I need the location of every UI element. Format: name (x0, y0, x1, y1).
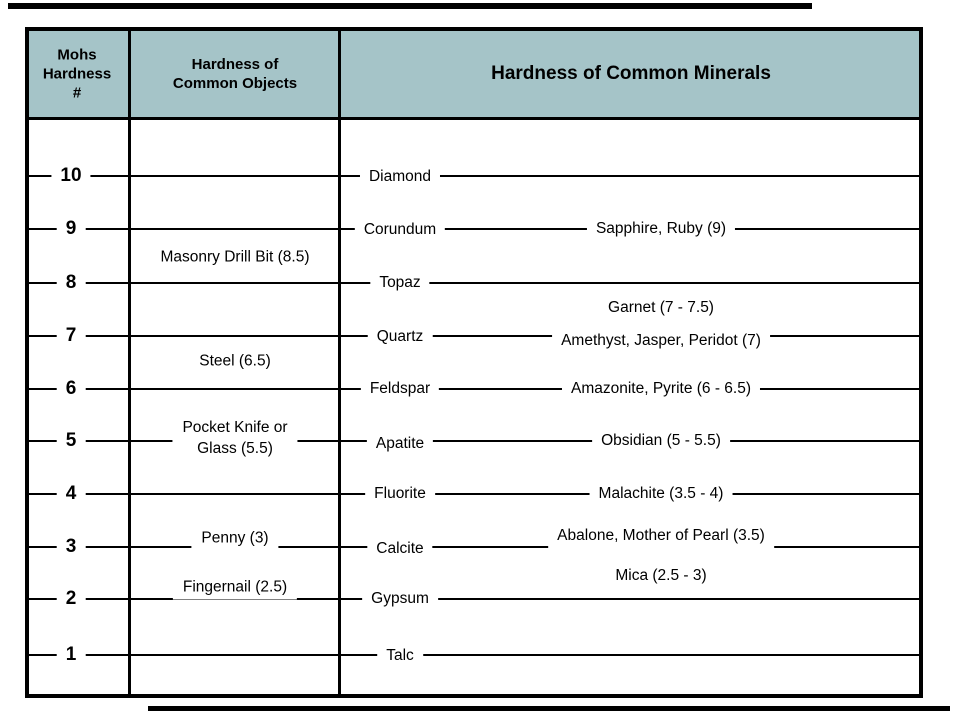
hardness-level-line-5 (29, 440, 919, 442)
hardness-level-line-2 (29, 598, 919, 600)
gem-example-label: Malachite (3.5 - 4) (589, 481, 733, 507)
common-object-label: Fingernail (2.5) (172, 574, 298, 600)
hardness-number-2: 2 (56, 586, 86, 612)
common-object-label: Steel (6.5) (189, 348, 281, 374)
hardness-number-9: 9 (56, 216, 86, 242)
table-header-band (29, 31, 919, 120)
gem-example-label: Garnet (7 - 7.5) (599, 295, 723, 321)
mineral-label: Feldspar (360, 376, 440, 402)
column-divider-2 (338, 27, 341, 698)
header-common-objects: Hardness of Common Objects (172, 56, 298, 92)
hardness-number-10: 10 (51, 163, 91, 189)
hardness-number-5: 5 (56, 428, 86, 454)
hardness-level-line-10 (29, 175, 919, 177)
column-divider-1 (128, 27, 131, 698)
hardness-level-line-7 (29, 335, 919, 337)
mineral-label: Calcite (367, 536, 433, 562)
hardness-number-3: 3 (56, 534, 86, 560)
hardness-number-1: 1 (56, 642, 86, 668)
hardness-level-line-9 (29, 228, 919, 230)
hardness-level-line-1 (29, 654, 919, 656)
mineral-label: Fluorite (365, 481, 435, 507)
common-object-label: Penny (3) (191, 525, 279, 551)
gem-example-label: Sapphire, Ruby (9) (586, 216, 736, 242)
page-edge-artifact-top (8, 3, 812, 9)
mineral-label: Diamond (359, 164, 441, 190)
gem-example-label: Amazonite, Pyrite (6 - 6.5) (561, 376, 761, 402)
gem-example-label: Mica (2.5 - 3) (606, 563, 716, 589)
hardness-level-line-6 (29, 388, 919, 390)
hardness-number-7: 7 (56, 323, 86, 349)
hardness-number-6: 6 (56, 376, 86, 402)
common-object-label: Pocket Knife or Glass (5.5) (172, 415, 298, 461)
hardness-level-line-3 (29, 546, 919, 548)
mineral-label: Talc (377, 643, 423, 669)
hardness-level-line-8 (29, 282, 919, 284)
hardness-number-4: 4 (56, 481, 86, 507)
header-mohs-hardness: Mohs Hardness # (42, 46, 112, 102)
mineral-label: Topaz (370, 270, 430, 296)
header-common-minerals: Hardness of Common Minerals (491, 63, 771, 84)
page-edge-artifact-bottom (148, 706, 950, 711)
hardness-level-line-4 (29, 493, 919, 495)
gem-example-label: Amethyst, Jasper, Peridot (7) (552, 328, 770, 354)
mineral-label: Apatite (366, 431, 434, 457)
mineral-label: Gypsum (362, 586, 438, 612)
mineral-label: Quartz (367, 324, 433, 350)
common-object-label: Masonry Drill Bit (8.5) (150, 244, 320, 270)
gem-example-label: Obsidian (5 - 5.5) (592, 428, 730, 454)
gem-example-label: Abalone, Mother of Pearl (3.5) (548, 523, 774, 549)
hardness-number-8: 8 (56, 270, 86, 296)
mineral-label: Corundum (354, 217, 446, 243)
